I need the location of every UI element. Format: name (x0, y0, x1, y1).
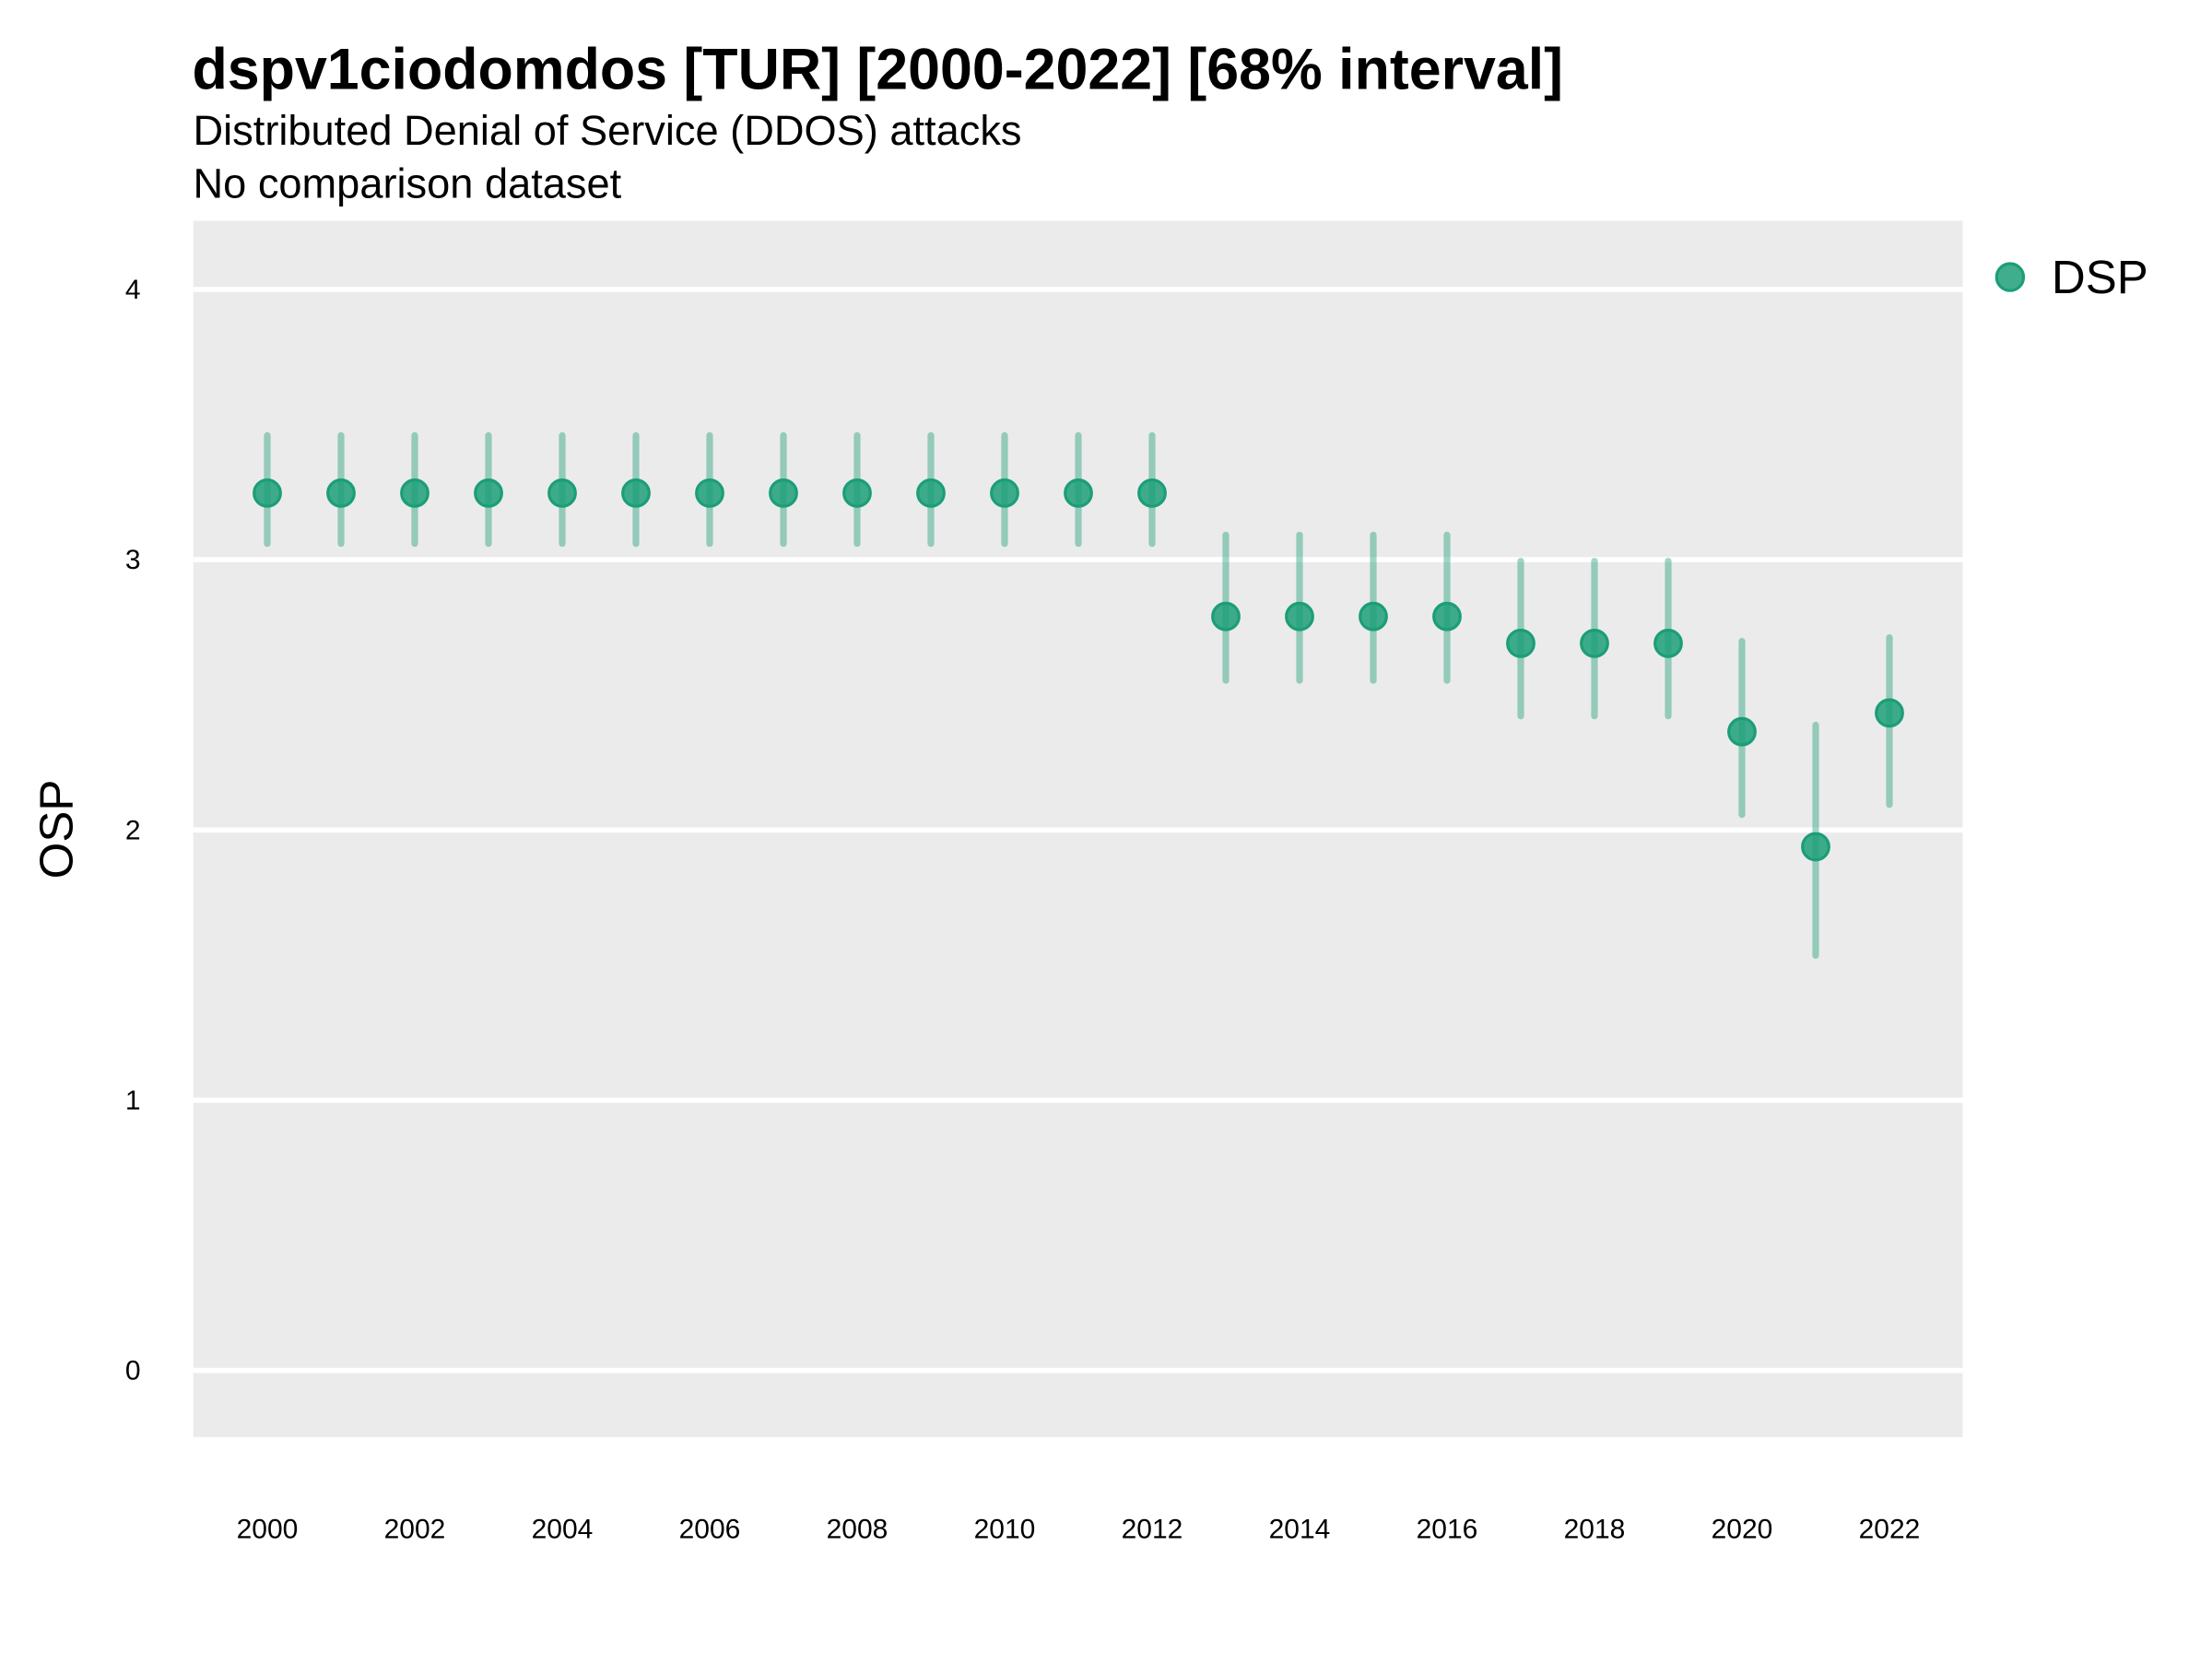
svg-text:4: 4 (125, 275, 141, 305)
svg-text:2004: 2004 (532, 1515, 594, 1545)
svg-text:2012: 2012 (1122, 1515, 1183, 1545)
svg-text:0: 0 (125, 1356, 141, 1387)
svg-text:OSP: OSP (30, 780, 83, 879)
svg-text:2002: 2002 (384, 1515, 446, 1545)
svg-text:2018: 2018 (1564, 1515, 1626, 1545)
svg-text:2006: 2006 (679, 1515, 741, 1545)
svg-text:2: 2 (125, 815, 141, 845)
svg-text:2016: 2016 (1417, 1515, 1478, 1545)
svg-text:2010: 2010 (974, 1515, 1036, 1545)
svg-text:Distributed Denial of Service: Distributed Denial of Service (DDOS) att… (194, 107, 1022, 154)
svg-text:1: 1 (125, 1085, 141, 1115)
svg-text:No comparison dataset: No comparison dataset (194, 160, 622, 207)
svg-text:2022: 2022 (1859, 1515, 1921, 1545)
svg-text:2014: 2014 (1269, 1515, 1331, 1545)
svg-text:2008: 2008 (827, 1515, 888, 1545)
svg-text:3: 3 (125, 545, 141, 575)
svg-text:2000: 2000 (237, 1515, 299, 1545)
svg-text:dspv1ciodomdos [TUR] [2000-202: dspv1ciodomdos [TUR] [2000-2022] [68% in… (193, 38, 1564, 102)
svg-text:DSP: DSP (2052, 251, 2148, 303)
svg-text:2020: 2020 (1712, 1515, 1773, 1545)
